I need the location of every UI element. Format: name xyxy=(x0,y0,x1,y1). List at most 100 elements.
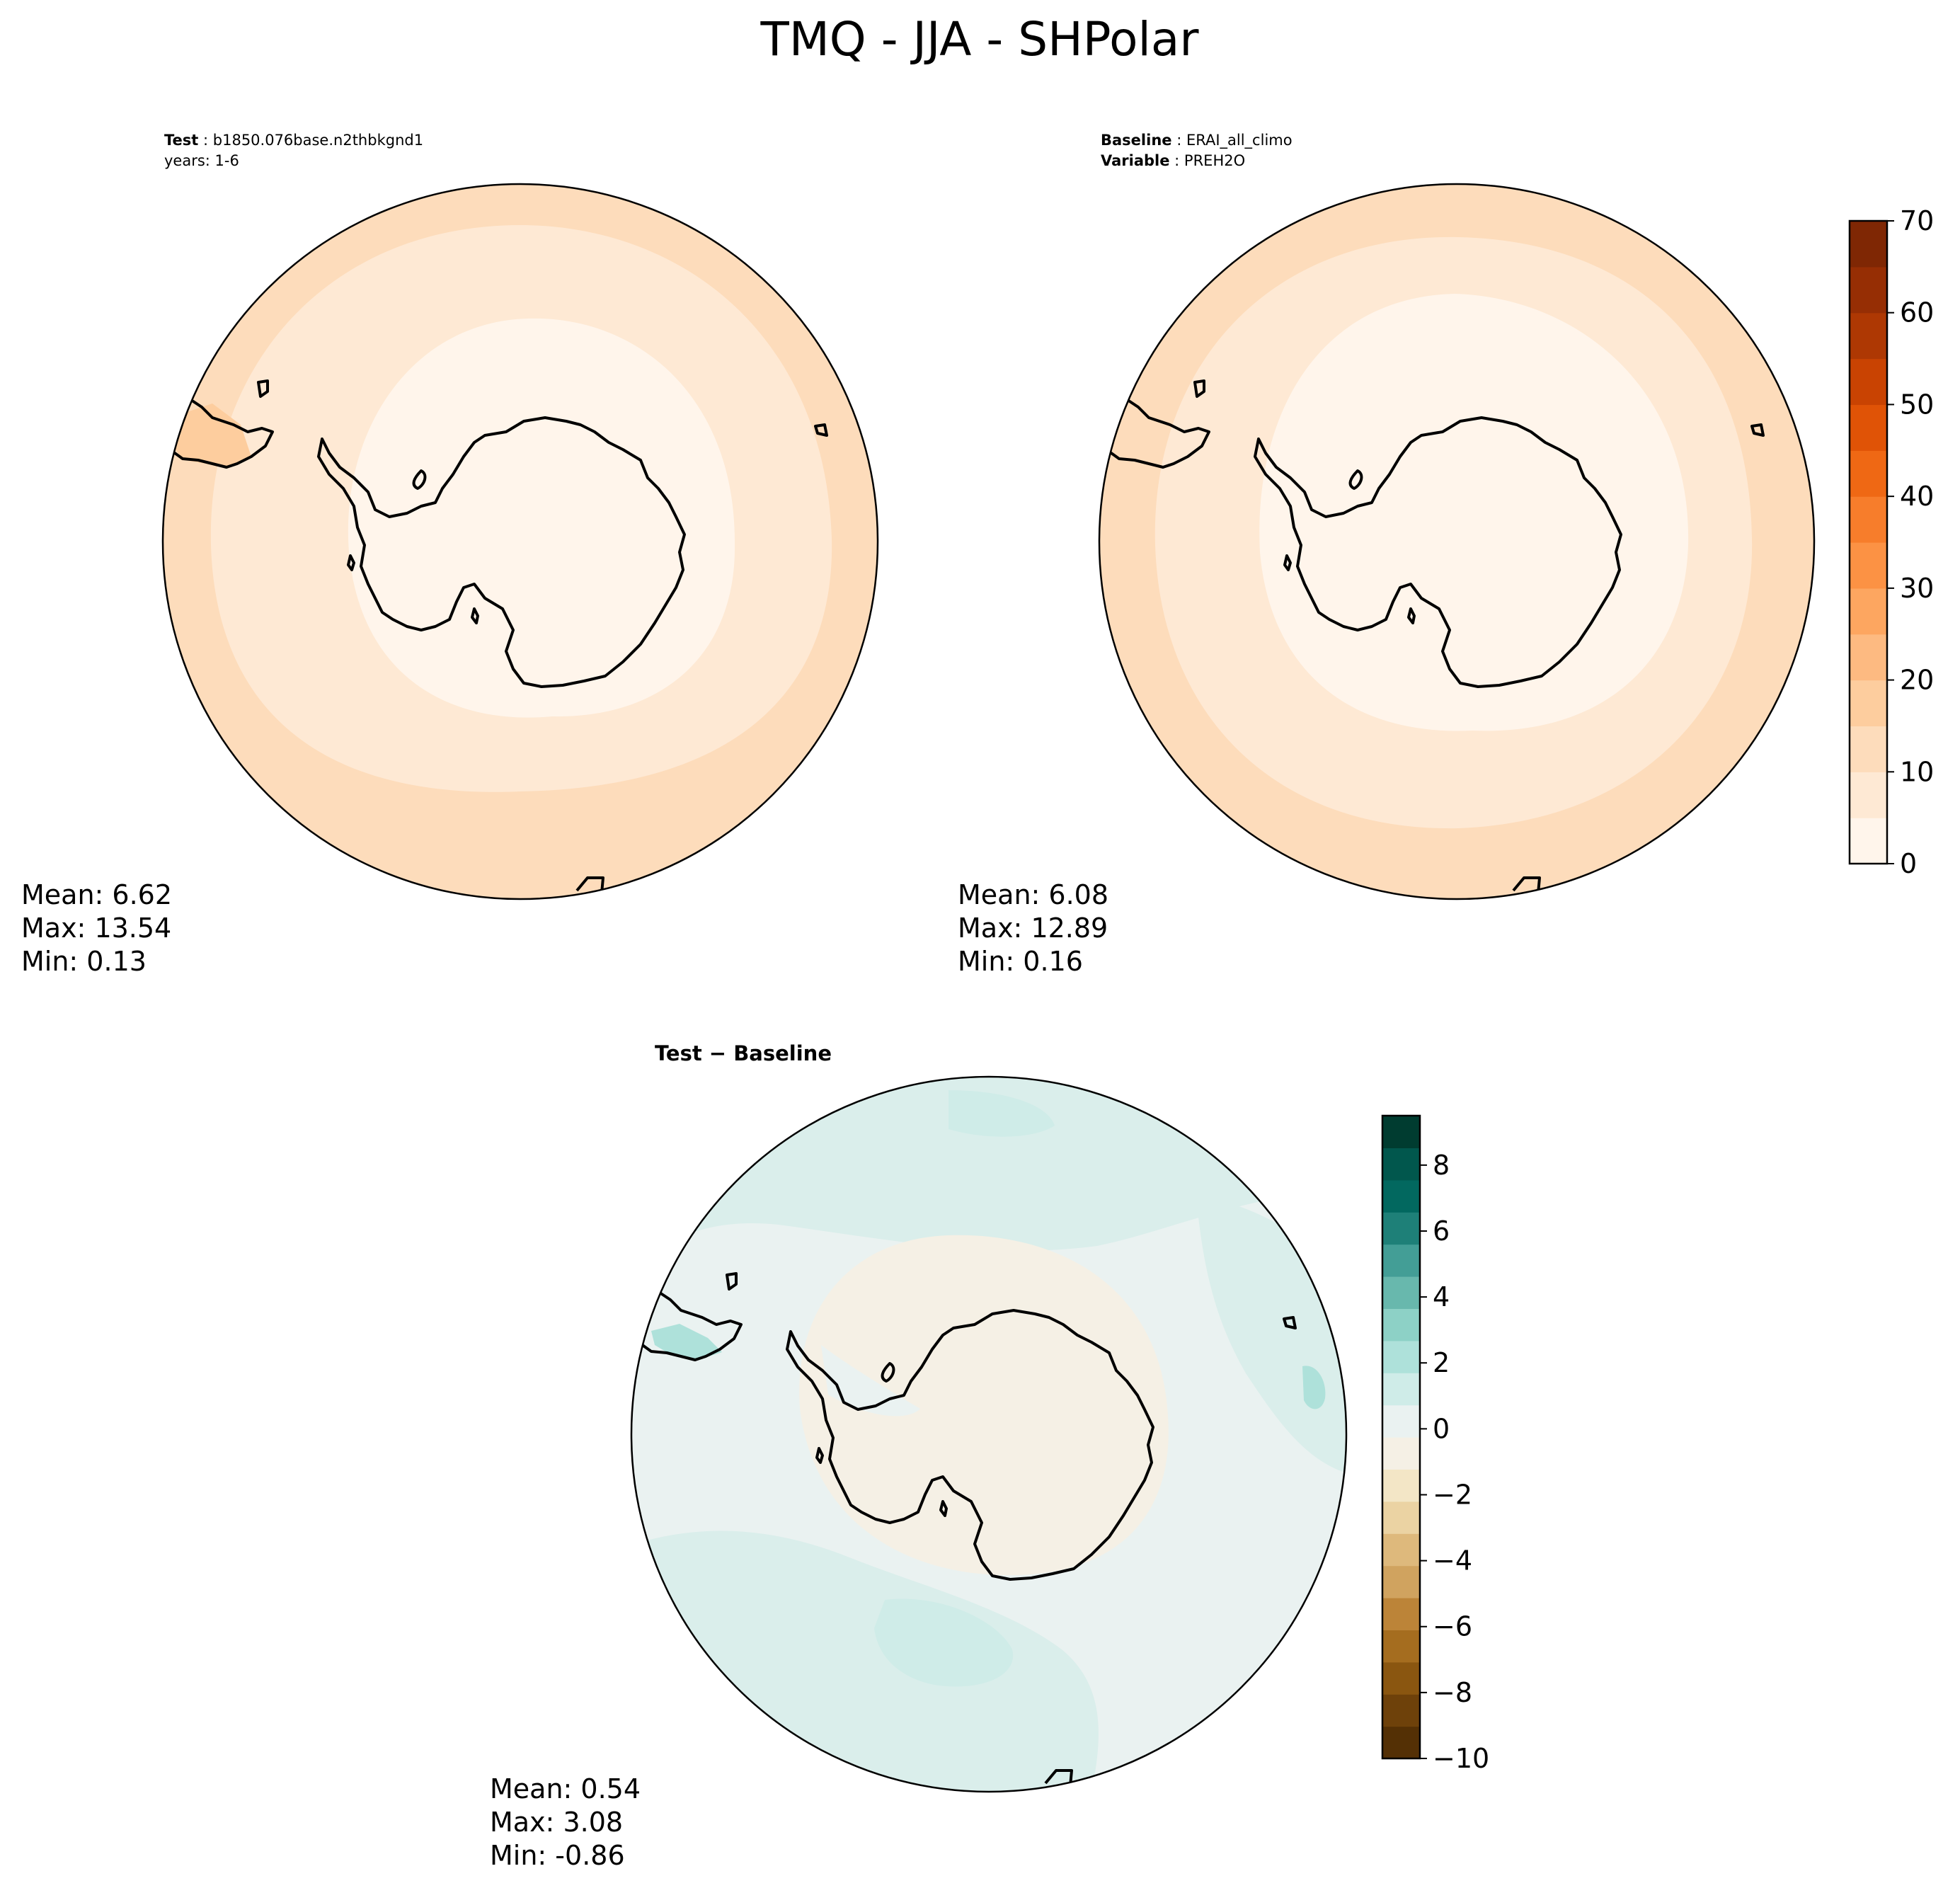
top-colorbar-tick-label: 0 xyxy=(1900,848,1917,879)
test-map-boundary xyxy=(161,183,879,900)
variable-label-sep: : xyxy=(1169,152,1184,169)
top-colorbar-level-4 xyxy=(1850,634,1887,681)
diff-colorbar-tick-label: −4 xyxy=(1433,1545,1472,1577)
test-contour-inner xyxy=(348,318,735,718)
top-colorbar-level-5 xyxy=(1850,588,1887,635)
top-colorbar-frame xyxy=(1848,219,1889,865)
top-colorbar-ticks: 70 60 50 40 30 20 10 0 xyxy=(1887,205,1934,879)
test-label-bold: Test xyxy=(164,132,198,149)
diff-stats: Mean: 0.54 Max: 3.08 Min: -0.86 xyxy=(490,1773,641,1871)
baseline-dataset-label: Baseline : ERAI_all_climo xyxy=(1101,132,1293,149)
diff-colorbar-tick-label: 4 xyxy=(1433,1281,1450,1312)
diff-stat-min: Min: -0.86 xyxy=(490,1840,625,1871)
diff-colorbar-level-1 xyxy=(1382,1694,1420,1727)
test-label-sep: : xyxy=(198,132,212,149)
diff-colorbar-level-18 xyxy=(1382,1148,1420,1181)
diff-colorbar-level-16 xyxy=(1382,1212,1420,1245)
top-colorbar-level-9 xyxy=(1850,404,1887,451)
top-colorbar-level-1 xyxy=(1850,772,1887,818)
diff-colorbar-level-17 xyxy=(1382,1179,1420,1213)
top-colorbar-level-7 xyxy=(1850,496,1887,543)
top-colorbar-level-10 xyxy=(1850,358,1887,406)
diff-colorbar-levels xyxy=(1382,1116,1420,1759)
test-stats: Mean: 6.62 Max: 13.54 Min: 0.13 xyxy=(21,879,172,977)
diff-contour-south-pocket xyxy=(874,1598,1014,1687)
top-colorbar-tick-label: 30 xyxy=(1900,573,1934,604)
baseline-stat-mean: Mean: 6.08 xyxy=(958,879,1108,910)
top-colorbar-level-6 xyxy=(1850,542,1887,589)
diff-colorbar-tick-label: 8 xyxy=(1433,1150,1450,1181)
diff-colorbar: 8 6 4 2 0 −2 −4 −6 −8 −10 xyxy=(1381,1114,1489,1774)
test-stat-max: Max: 13.54 xyxy=(21,912,171,944)
variable-name: PREH2O xyxy=(1184,152,1245,169)
diff-map xyxy=(631,1077,1346,1792)
diff-contour-north-pocket xyxy=(949,1090,1055,1137)
baseline-label-sep: : xyxy=(1172,132,1186,149)
top-colorbar-level-11 xyxy=(1850,312,1887,360)
top-colorbar-tick-label: 70 xyxy=(1900,205,1934,236)
diff-colorbar-level-19 xyxy=(1382,1116,1420,1148)
diff-colorbar-tick-label: −6 xyxy=(1433,1611,1472,1642)
diff-stat-max: Max: 3.08 xyxy=(490,1807,623,1838)
top-colorbar-level-8 xyxy=(1850,450,1887,497)
diff-colorbar-level-4 xyxy=(1382,1598,1420,1630)
top-colorbar-tick-label: 10 xyxy=(1900,756,1934,787)
diff-colorbar-level-14 xyxy=(1382,1276,1420,1309)
diff-colorbar-tick-label: 0 xyxy=(1433,1413,1450,1444)
diff-contour-east-pocket xyxy=(1302,1366,1326,1409)
test-stat-mean: Mean: 6.62 xyxy=(21,879,172,910)
diff-stat-mean: Mean: 0.54 xyxy=(490,1773,641,1804)
top-colorbar-tick-label: 40 xyxy=(1900,481,1934,512)
top-colorbar: 70 60 50 40 30 20 10 0 xyxy=(1848,205,1934,879)
test-panel-label: Test : b1850.076base.n2thbkgnd1 xyxy=(164,132,423,149)
diff-colorbar-frame xyxy=(1381,1114,1421,1760)
diff-map-boundary xyxy=(630,1075,1348,1793)
diff-colorbar-level-8 xyxy=(1382,1469,1420,1502)
top-colorbar-levels xyxy=(1850,221,1887,864)
diff-colorbar-level-2 xyxy=(1382,1661,1420,1695)
diff-colorbar-tick-label: −10 xyxy=(1433,1743,1489,1774)
baseline-stats: Mean: 6.08 Max: 12.89 Min: 0.16 xyxy=(958,879,1108,977)
diff-colorbar-level-6 xyxy=(1382,1533,1420,1567)
test-coastlines xyxy=(168,379,828,894)
diff-colorbar-level-0 xyxy=(1382,1726,1420,1759)
diff-colorbar-tick-label: 6 xyxy=(1433,1215,1450,1247)
diff-colorbar-level-7 xyxy=(1382,1501,1420,1534)
diff-colorbar-ticks: 8 6 4 2 0 −2 −4 −6 −8 −10 xyxy=(1420,1150,1489,1774)
test-stat-min: Min: 0.13 xyxy=(21,946,147,977)
baseline-dataset-name: ERAI_all_climo xyxy=(1186,132,1293,149)
diff-colorbar-level-11 xyxy=(1382,1373,1420,1406)
diff-contour-sa-pocket xyxy=(651,1324,722,1359)
top-colorbar-level-2 xyxy=(1850,726,1887,772)
diff-colorbar-level-15 xyxy=(1382,1244,1420,1277)
diff-colorbar-tick-label: −2 xyxy=(1433,1479,1472,1510)
baseline-contour-inner xyxy=(1259,294,1689,731)
baseline-variable-label: Variable : PREH2O xyxy=(1101,152,1245,169)
top-colorbar-tick-label: 50 xyxy=(1900,389,1934,420)
diff-colorbar-tick-label: −8 xyxy=(1433,1677,1472,1708)
diff-colorbar-level-3 xyxy=(1382,1630,1420,1663)
baseline-coastlines xyxy=(1105,379,1765,894)
diff-colorbar-tick-label: 2 xyxy=(1433,1347,1450,1378)
diff-panel: Test − Baseline Mean: 0.54 Max: 3.08 Min… xyxy=(490,1041,1489,1871)
diff-colorbar-level-13 xyxy=(1382,1308,1420,1341)
top-colorbar-level-13 xyxy=(1850,221,1887,268)
top-colorbar-level-12 xyxy=(1850,266,1887,314)
baseline-panel: Baseline : ERAI_all_climo Variable : PRE… xyxy=(958,132,1934,977)
baseline-map xyxy=(1099,184,1814,899)
diff-colorbar-level-12 xyxy=(1382,1340,1420,1373)
baseline-label-bold: Baseline xyxy=(1101,132,1172,149)
test-map xyxy=(163,184,878,899)
top-colorbar-tick-label: 20 xyxy=(1900,665,1934,696)
test-case-name: b1850.076base.n2thbkgnd1 xyxy=(213,132,423,149)
test-years-label: years: 1-6 xyxy=(164,152,239,169)
diff-colorbar-level-9 xyxy=(1382,1437,1420,1470)
diff-panel-title: Test − Baseline xyxy=(655,1041,832,1065)
figure-title: TMQ - JJA - SHPolar xyxy=(760,12,1200,67)
diff-colorbar-level-5 xyxy=(1382,1565,1420,1598)
baseline-stat-min: Min: 0.16 xyxy=(958,946,1083,977)
top-colorbar-level-3 xyxy=(1850,680,1887,727)
top-colorbar-level-0 xyxy=(1850,818,1887,864)
baseline-stat-max: Max: 12.89 xyxy=(958,912,1108,944)
